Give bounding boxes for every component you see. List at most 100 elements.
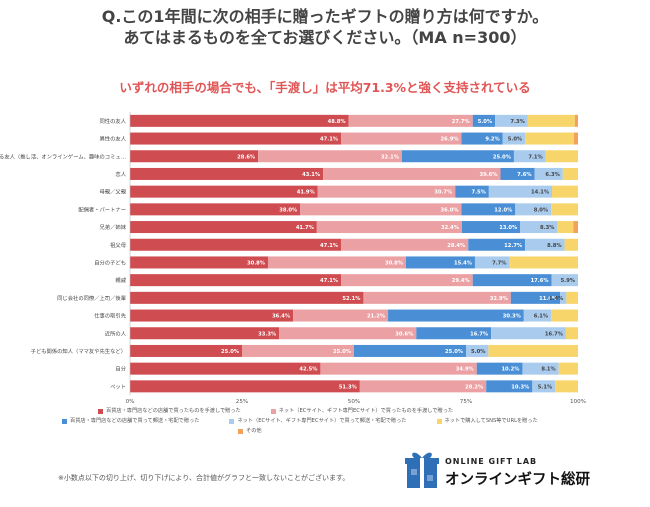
bar-segment [130, 167, 324, 180]
category-label: 母親／父親 [100, 188, 127, 196]
bar-segment [130, 238, 342, 251]
category-label: 同じ会社の同僚／上司／後輩 [57, 294, 126, 302]
legend-item-store-ship: 百貨店・専門店などの店舗で買って郵送・宅配で贈った [62, 416, 199, 426]
stacked-bar-chart: 同性の友人 48.8% 27.7% 5.0% 7.3% 異性の友人 47.1% 26.9% 9.… [0, 112, 586, 405]
bar-segment [130, 309, 294, 322]
bar-segment [130, 114, 349, 127]
bar-segment [551, 274, 578, 287]
legend-label: 百貨店・専門店などの店舗で買ったものを手渡しで贈った [106, 408, 241, 414]
bar-segment [472, 114, 496, 127]
legend-label: ネットで購入してSNS等でURLを贈った [444, 418, 538, 424]
x-tick-label: 100% [570, 399, 586, 405]
bar-segment [130, 185, 318, 198]
data-label: 9.2% [485, 137, 500, 143]
chart-subtitle: いずれの相手の場合でも、「手渡し」は平均71.3%と強く支持されている [119, 80, 531, 95]
data-label: 5.0% [471, 349, 486, 355]
data-label: 7.7% [492, 260, 507, 266]
data-label: 5.9% [561, 278, 576, 284]
category-label: 祖父母 [110, 241, 126, 249]
category-label: 子ども関係の知人（ママ友や先生など） [31, 347, 126, 355]
bar-segment [523, 309, 552, 322]
bar-segment [534, 167, 563, 180]
logo-text-ja: オンラインギフト総研 [445, 472, 590, 488]
bar-segment [525, 238, 565, 251]
bar-segment [522, 362, 559, 375]
bar-segment [558, 362, 578, 375]
data-label: 8.8% [547, 243, 562, 249]
data-label: 41.7% [296, 225, 315, 231]
bar-segment [258, 150, 402, 163]
bar-segment [242, 344, 354, 357]
category-label: 恋人 [115, 170, 126, 178]
legend-label: 百貨店・専門店などの店舗で買って郵送・宅配で贈った [70, 418, 200, 424]
bar-segment [488, 185, 553, 198]
data-label: 42.5% [299, 367, 318, 373]
bar-segment [491, 327, 566, 340]
bar-segment [515, 203, 552, 216]
bar-segment [130, 256, 268, 269]
legend-swatch [62, 418, 67, 424]
bar-segment [130, 344, 242, 357]
bar-segment [130, 221, 317, 234]
legend-row: その他 [62, 426, 602, 436]
brand-logo: ONLINE GIFT LAB オンラインギフト総研 [405, 449, 635, 489]
data-label: 7.1% [528, 154, 543, 160]
data-label: 1.4% [549, 296, 564, 302]
bar-segment [461, 132, 503, 145]
category-label: 同性の友人 [100, 117, 127, 125]
bar-segment [354, 344, 466, 357]
legend-item-other: その他 [238, 426, 262, 436]
legend-item-online-ship: ネット（ECサイト、ギフト専門ECサイト）で買って郵送・宅配で贈った [229, 416, 407, 426]
x-tick-label: 75% [460, 399, 472, 405]
data-label: 30.8% [385, 260, 404, 266]
data-label: 30.7% [434, 190, 453, 196]
data-label: 14.1% [531, 190, 550, 196]
legend-item-sns-url: ネットで購入してSNS等でURLを贈った [436, 416, 538, 426]
x-tick-label: 25% [236, 399, 248, 405]
x-tick-label: 50% [348, 399, 360, 405]
data-label: 8.1% [541, 367, 556, 373]
bar-segment [502, 132, 526, 145]
data-label: 21.2% [367, 314, 386, 320]
data-label: 7.3% [510, 119, 525, 125]
data-label: 41.9% [297, 190, 316, 196]
data-label: 10.3% [511, 384, 530, 390]
bar-segment [341, 274, 473, 287]
legend-swatch [436, 418, 442, 424]
data-label: 8.0% [534, 207, 549, 213]
category-label: 異性の友人 [100, 135, 127, 143]
data-label: 25.0% [333, 349, 352, 355]
bar-segment [520, 221, 558, 234]
bar-segment [468, 238, 526, 251]
bar-segment [545, 150, 578, 163]
legend-row: 百貨店・専門店などの店舗で買って郵送・宅配で贈った ネット（ECサイト、ギフト専… [62, 416, 602, 426]
bar-segment [476, 362, 523, 375]
bar-segment [323, 167, 501, 180]
bar-segment [316, 221, 462, 234]
bar-segment [405, 256, 475, 269]
legend-label: ネット（ECサイト、ギフト専門ECサイト）で買って郵送・宅配で贈った [237, 418, 407, 424]
data-label: 32.9% [490, 296, 509, 302]
category-label: 自分の子ども [94, 258, 126, 266]
bar-segment [293, 309, 389, 322]
data-label: 32.4% [441, 225, 460, 231]
data-label: 6.1% [534, 314, 549, 320]
data-label: 34.9% [456, 367, 475, 373]
data-label: 11.0% [539, 296, 558, 302]
bar-segment [130, 327, 280, 340]
category-label: 兄弟／姉妹 [100, 223, 127, 231]
data-label: 25.0% [445, 349, 464, 355]
data-label: 16.7% [545, 331, 564, 337]
bar-segment [300, 203, 462, 216]
bar-segment [359, 380, 487, 393]
bar-segment [495, 114, 528, 127]
data-label: 47.1% [320, 278, 339, 284]
bar-segment [562, 167, 578, 180]
data-label: 7.6% [517, 172, 532, 178]
legend-swatch [238, 428, 243, 434]
data-label: 38.0% [279, 207, 298, 213]
bar-segment [527, 114, 575, 127]
bar-segment [320, 362, 477, 375]
bar-segment [551, 309, 578, 322]
data-label: 47.1% [320, 137, 339, 143]
